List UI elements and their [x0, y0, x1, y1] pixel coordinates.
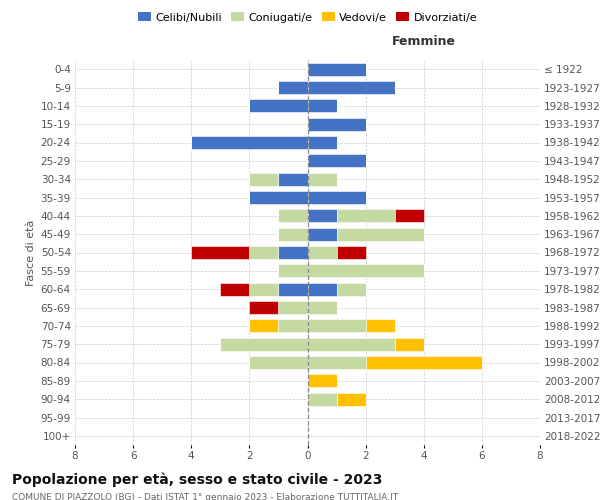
Bar [308, 154, 365, 168]
Bar [308, 81, 395, 94]
Bar [278, 246, 308, 259]
Bar [337, 228, 424, 241]
Bar [250, 191, 308, 204]
Bar [337, 209, 395, 222]
Bar [250, 172, 278, 186]
Bar [278, 301, 308, 314]
Bar [220, 338, 308, 351]
Bar [337, 282, 365, 296]
Bar [365, 356, 482, 369]
Bar [250, 246, 278, 259]
Bar [250, 99, 308, 112]
Bar [250, 282, 278, 296]
Bar [308, 191, 365, 204]
Bar [308, 246, 337, 259]
Bar [220, 282, 250, 296]
Bar [308, 99, 337, 112]
Bar [278, 81, 308, 94]
Bar [278, 264, 308, 278]
Bar [278, 172, 308, 186]
Bar [308, 62, 365, 76]
Bar [308, 374, 337, 388]
Bar [308, 301, 337, 314]
Bar [308, 319, 365, 332]
Bar [308, 356, 365, 369]
Bar [308, 392, 337, 406]
Bar [191, 136, 308, 149]
Bar [278, 209, 308, 222]
Text: Femmine: Femmine [392, 36, 456, 49]
Y-axis label: Fasce di età: Fasce di età [26, 220, 37, 286]
Bar [395, 338, 424, 351]
Bar [191, 246, 250, 259]
Bar [278, 228, 308, 241]
Bar [250, 319, 278, 332]
Bar [365, 319, 395, 332]
Bar [308, 338, 395, 351]
Bar [250, 356, 308, 369]
Bar [308, 209, 337, 222]
Bar [308, 264, 424, 278]
Bar [337, 392, 365, 406]
Bar [395, 209, 424, 222]
Text: Popolazione per età, sesso e stato civile - 2023: Popolazione per età, sesso e stato civil… [12, 472, 382, 487]
Bar [278, 282, 308, 296]
Bar [308, 136, 337, 149]
Bar [308, 228, 337, 241]
Bar [250, 301, 278, 314]
Bar [278, 319, 308, 332]
Bar [337, 246, 365, 259]
Legend: Celibi/Nubili, Coniugati/e, Vedovi/e, Divorziati/e: Celibi/Nubili, Coniugati/e, Vedovi/e, Di… [133, 8, 482, 27]
Bar [308, 282, 337, 296]
Bar [308, 118, 365, 131]
Bar [308, 172, 337, 186]
Text: COMUNE DI PIAZZOLO (BG) - Dati ISTAT 1° gennaio 2023 - Elaborazione TUTTITALIA.I: COMUNE DI PIAZZOLO (BG) - Dati ISTAT 1° … [12, 492, 398, 500]
